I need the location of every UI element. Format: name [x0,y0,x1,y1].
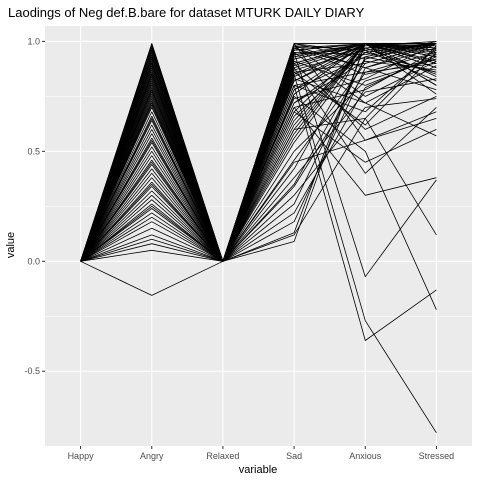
series-line [80,63,437,262]
x-tick-label: Happy [68,451,95,461]
y-tick-label: 0.0 [27,256,40,266]
series-line [80,65,437,262]
series-line [80,43,437,262]
series-line [80,47,437,262]
x-tick-label: Angry [140,451,164,461]
series-line [80,43,437,262]
x-tick-label: Relaxed [206,451,239,461]
y-tick-label: 0.5 [27,146,40,156]
series-line [80,43,437,262]
series-line [80,111,437,262]
plot-panel [45,26,472,446]
x-axis-title: variable [239,464,278,476]
series-line [80,63,437,262]
series-line [80,56,437,262]
series-line [80,43,437,262]
series-line [80,43,437,262]
y-axis-title: value [5,232,17,258]
series-line [80,111,437,262]
series-line [80,74,437,262]
x-tick-label: Stressed [419,451,455,461]
x-tick-label: Sad [286,451,302,461]
y-tick-label: -0.5 [24,366,40,376]
chart-title: Laodings of Neg def.B.bare for dataset M… [8,5,365,20]
series-line [80,45,437,262]
x-axis-ticks: Happy Angry Relaxed Sad Anxious Stressed [68,446,455,461]
series-line [80,78,437,262]
series-line [80,43,437,262]
y-tick-label: 1.0 [27,36,40,46]
series-line [80,43,437,262]
series-line [80,85,437,341]
series-line [80,96,437,310]
series-lines [80,41,437,434]
series-line [80,54,437,262]
series-line [80,63,437,262]
series-line [80,43,437,262]
series-line [80,74,437,434]
x-tick-label: Anxious [349,451,382,461]
series-line [80,43,437,262]
series-line [80,52,437,278]
series-line [80,56,437,262]
series-line [80,58,437,262]
series-line [80,43,437,296]
y-axis-ticks: -0.5 0.0 0.5 1.0 [24,36,45,376]
